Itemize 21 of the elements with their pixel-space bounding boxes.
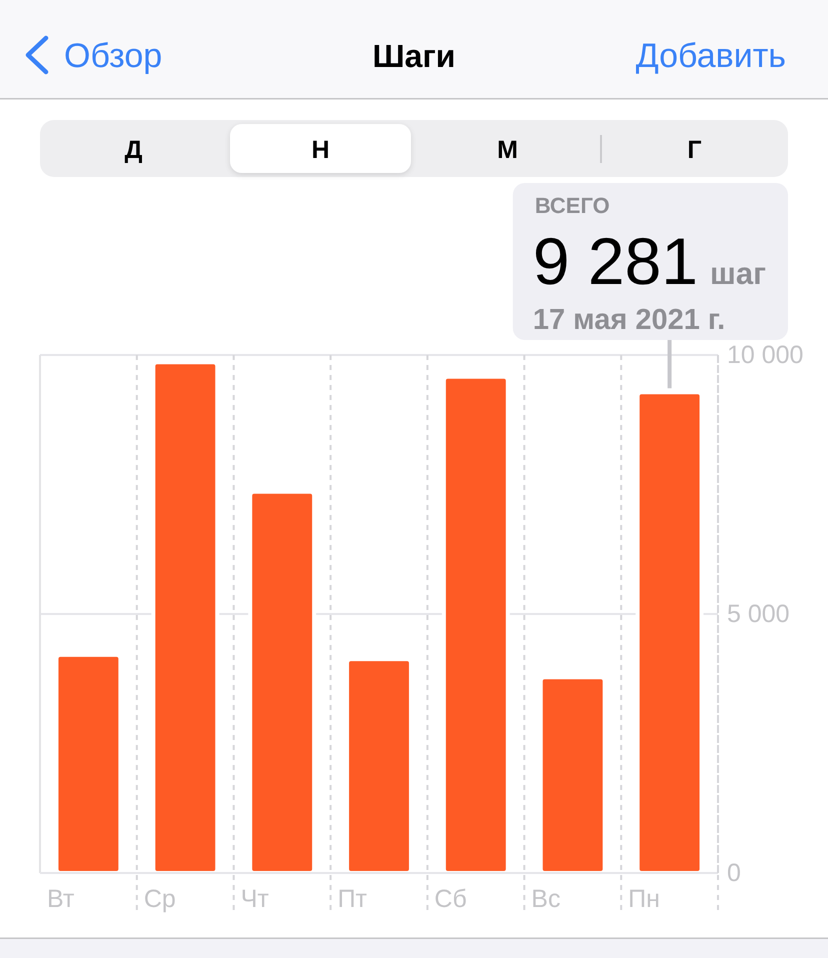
x-tick-label: Пн: [628, 885, 660, 913]
text: Обзор: [64, 37, 162, 75]
annotation: 17 мая 2021 г.: [532, 304, 726, 336]
x-tick-label: Сб: [434, 885, 467, 913]
y-tick-label: 5 000: [727, 600, 790, 628]
annotation: 9 281: [532, 224, 698, 298]
chart-title: Шаги: [372, 38, 456, 74]
text: Д: [124, 136, 143, 164]
x-tick-label: Ср: [144, 885, 176, 913]
x-tick-label: Вс: [531, 885, 560, 913]
text: Г: [687, 136, 702, 164]
text: ВСЕГО: [534, 193, 610, 218]
x-tick-label: Вт: [47, 885, 75, 913]
x-tick-label: Чт: [240, 885, 270, 913]
y-tick-label: 0: [727, 859, 741, 887]
text: М: [497, 136, 518, 164]
text: Добавить: [636, 37, 786, 75]
x-tick-label: Пт: [338, 885, 368, 913]
text: Н: [311, 136, 330, 164]
text: шаг: [710, 256, 766, 291]
y-tick-label: 10 000: [727, 341, 804, 369]
